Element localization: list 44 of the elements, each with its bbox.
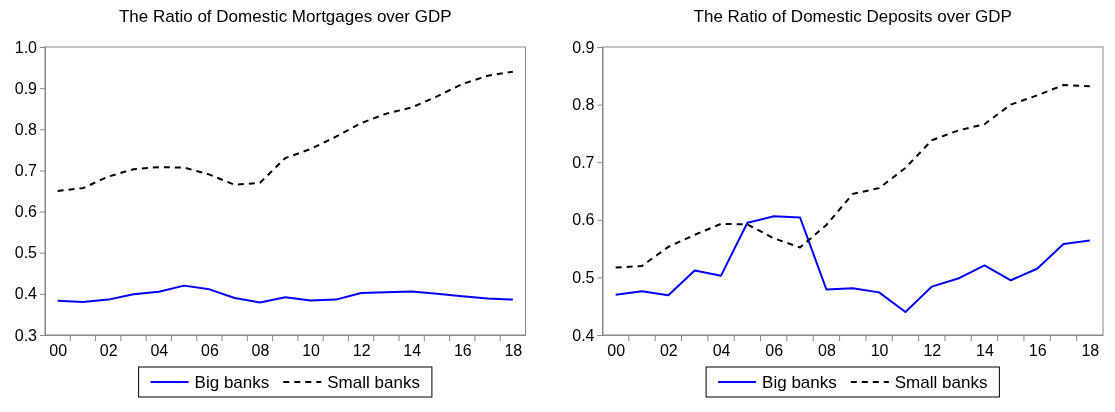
y-tick-label: 0.5 <box>14 244 38 262</box>
x-tick-label: 10 <box>870 342 889 360</box>
x-tick-label: 18 <box>504 342 523 360</box>
chart-title: The Ratio of Domestic Mortgages over GDP <box>118 7 452 26</box>
y-tick-label: 0.8 <box>572 96 595 114</box>
x-tick-label: 16 <box>1028 342 1047 360</box>
x-tick-label: 16 <box>453 342 472 360</box>
y-tick-label: 0.4 <box>572 326 595 344</box>
x-tick-label: 12 <box>352 342 371 360</box>
line-series <box>56 284 514 304</box>
x-tick-label: 00 <box>49 342 68 360</box>
y-tick-label: 0.4 <box>14 285 38 303</box>
line-series <box>56 70 514 192</box>
y-tick-label: 1.0 <box>14 38 38 56</box>
x-tick-label: 02 <box>659 342 678 360</box>
y-tick-label: 0.8 <box>14 120 38 138</box>
legend-label: Small banks <box>327 373 420 392</box>
x-tick-label: 08 <box>251 342 270 360</box>
x-tick-label: 06 <box>765 342 784 360</box>
x-tick-label: 18 <box>1081 342 1100 360</box>
x-tick-label: 00 <box>607 342 626 360</box>
y-tick-label: 0.6 <box>572 211 595 229</box>
chart-title: The Ratio of Domestic Deposits over GDP <box>693 7 1012 26</box>
legend-label: Big banks <box>762 373 837 392</box>
x-tick-label: 04 <box>712 342 731 360</box>
y-tick-label: 0.7 <box>14 162 38 180</box>
y-tick-label: 0.6 <box>14 203 38 221</box>
x-tick-label: 14 <box>976 342 994 360</box>
legend-label: Small banks <box>894 373 988 392</box>
x-tick-label: 12 <box>923 342 942 360</box>
y-tick-label: 0.3 <box>14 326 38 344</box>
x-tick-label: 02 <box>99 342 118 360</box>
x-tick-label: 10 <box>302 342 321 360</box>
y-tick-label: 0.7 <box>572 153 595 171</box>
x-tick-label: 06 <box>200 342 219 360</box>
y-tick-label: 0.9 <box>572 38 595 56</box>
line-series <box>614 215 1091 313</box>
x-tick-label: 08 <box>818 342 836 360</box>
line-series <box>614 84 1091 269</box>
y-tick-label: 0.5 <box>572 269 595 287</box>
y-tick-label: 0.9 <box>14 79 38 97</box>
legend-label: Big banks <box>194 373 270 392</box>
x-tick-label: 04 <box>150 342 169 360</box>
x-tick-label: 14 <box>403 342 422 360</box>
